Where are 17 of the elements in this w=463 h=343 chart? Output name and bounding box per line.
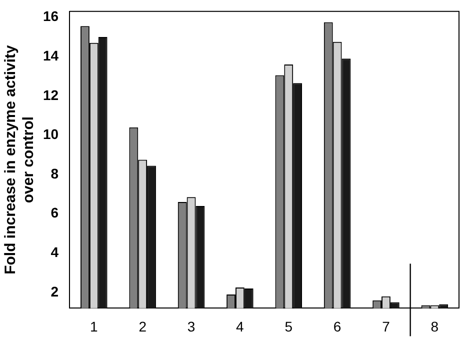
y-tick-label: 10	[42, 126, 59, 142]
x-tick-label: 4	[236, 318, 244, 334]
y-tick-label: 8	[50, 165, 59, 182]
y-tick-label: 16	[42, 8, 59, 24]
y-tick-label: 14	[42, 47, 59, 64]
x-tick-label: 5	[284, 318, 293, 334]
x-tick-label: 3	[187, 318, 196, 334]
y-tick-label: 4	[50, 244, 59, 260]
x-tick-label: 1	[90, 318, 98, 334]
y-tick-label: 12	[42, 86, 59, 103]
y-axis-title: Fold increase in enzyme activity over control	[2, 44, 38, 274]
y-tick-label: 2	[50, 283, 59, 300]
x-tick-label: 2	[138, 318, 147, 334]
x-tick-label: 6	[333, 318, 342, 334]
x-tick-label: 8	[430, 318, 439, 334]
x-tick-label: 7	[382, 318, 390, 334]
y-tick-label: 6	[50, 204, 59, 221]
